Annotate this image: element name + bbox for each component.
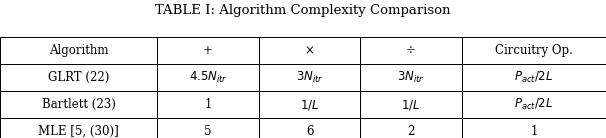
Text: TABLE I: Algorithm Complexity Comparison: TABLE I: Algorithm Complexity Comparison bbox=[155, 4, 451, 17]
